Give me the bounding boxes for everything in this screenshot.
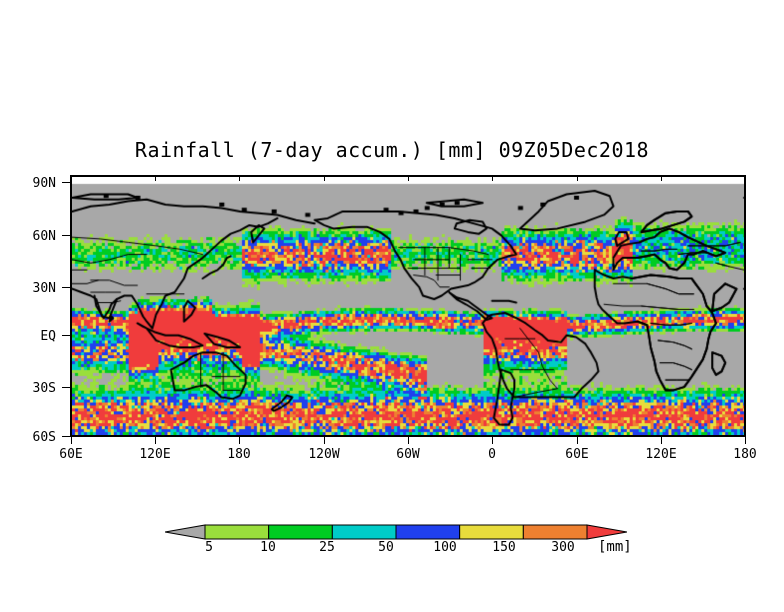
colorbar <box>165 519 627 547</box>
x-ticklabel-8: 120E <box>645 447 677 462</box>
x-tick-9 <box>745 437 746 444</box>
y-tick-60s <box>62 436 70 437</box>
y-ticklabel-30n: 30N <box>32 281 56 296</box>
rainfall-map-canvas <box>72 177 744 435</box>
x-tick-top-4 <box>408 175 409 181</box>
x-ticklabel-9: 180 <box>733 447 757 462</box>
colorbar-ticklabel-300: 300 <box>551 540 575 555</box>
y-tick-90n <box>62 182 70 183</box>
x-tick-top-2 <box>239 175 240 181</box>
colorbar-ticklabel-5: 5 <box>205 540 213 555</box>
x-tick-3 <box>239 437 240 444</box>
colorbar-ticklabel-25: 25 <box>319 540 335 555</box>
x-tick-1 <box>71 437 72 444</box>
y-ticklabel-60n: 60N <box>32 229 56 244</box>
x-tick-top-6 <box>577 175 578 181</box>
colorbar-ticklabel-10: 10 <box>260 540 276 555</box>
y-tick-60n <box>62 235 70 236</box>
colorbar-svg <box>165 524 627 540</box>
x-tick-2 <box>155 437 156 444</box>
x-tick-4 <box>324 437 325 444</box>
y-tick-eq <box>62 335 70 336</box>
x-ticklabel-7: 60E <box>565 447 589 462</box>
x-ticklabel-5: 60W <box>396 447 420 462</box>
page-title: Rainfall (7-day accum.) [mm] 09Z05Dec201… <box>134 138 650 162</box>
y-tick-30s <box>62 387 70 388</box>
colorbar-ticklabel-100: 100 <box>433 540 457 555</box>
y-ticklabel-60s: 60S <box>32 430 56 445</box>
x-tick-top-3 <box>324 175 325 181</box>
x-tick-8 <box>661 437 662 444</box>
x-ticklabel-3: 180 <box>227 447 251 462</box>
x-tick-6 <box>492 437 493 444</box>
y-ticklabel-30s: 30S <box>32 381 56 396</box>
y-ticklabel-eq: EQ <box>40 329 56 344</box>
x-tick-top-1 <box>155 175 156 181</box>
x-tick-top-7 <box>661 175 662 181</box>
x-ticklabel-4: 120W <box>308 447 340 462</box>
x-ticklabel-6: 0 <box>488 447 496 462</box>
x-tick-7 <box>577 437 578 444</box>
map-plot-area <box>70 175 746 437</box>
x-ticklabel-2: 120E <box>139 447 171 462</box>
colorbar-ticklabel-150: 150 <box>492 540 516 555</box>
x-ticklabel-1: 60E <box>59 447 83 462</box>
colorbar-ticklabel-50: 50 <box>378 540 394 555</box>
y-ticklabel-90n: 90N <box>32 176 56 191</box>
y-tick-30n <box>62 287 70 288</box>
colorbar-unit-label: [mm] <box>598 539 632 555</box>
x-tick-top-5 <box>492 175 493 181</box>
x-tick-5 <box>408 437 409 444</box>
